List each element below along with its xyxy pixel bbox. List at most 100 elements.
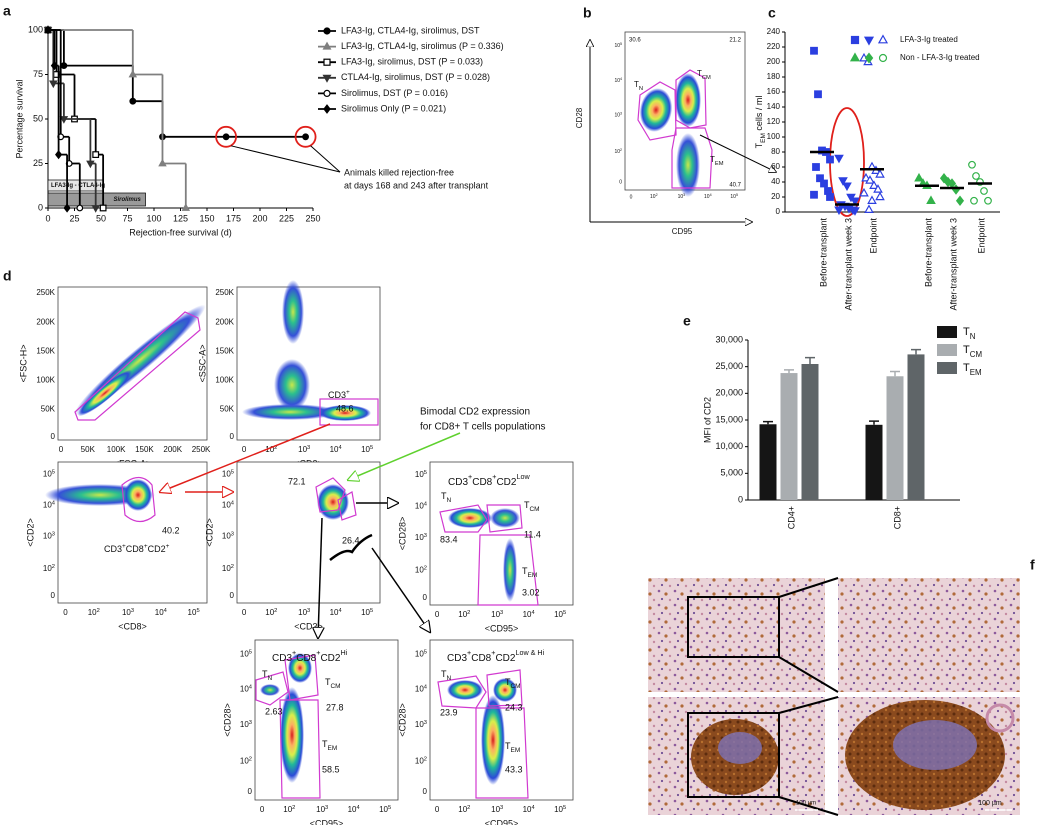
y-tick-label: 25,000 [715,361,743,371]
category-label: Before-transplant [818,218,828,288]
text-part: Low & Hi [515,648,544,657]
density-cloud [319,405,371,421]
y-tick-label: 0 [738,494,743,504]
text-part: 5 [231,469,234,475]
text-part: 10 [704,194,710,200]
error-bar [805,356,815,364]
marker [816,174,824,183]
density-cloud [124,479,152,511]
y-tick-label: 120 [767,117,781,126]
annotation: for CD8+ T cells populations [420,422,546,433]
stained-region [893,720,977,770]
gate [121,476,156,523]
category-label: Endpoint [976,218,986,254]
legend-marker [323,89,331,98]
y-tick-label: 10,000 [715,441,743,451]
text-part: 4 [231,500,235,506]
marker [302,133,309,141]
density-cloud [447,680,483,700]
y-axis-label: TEM cells / ml [754,96,767,149]
text-part: 10 [43,501,52,510]
gate-label: TN [441,491,452,504]
text-part: 10 [730,194,736,200]
text-part: 10 [554,610,563,619]
x-tick-label: 105 [554,805,566,815]
y-tick-label: 160 [767,87,781,96]
y-tick-label: 25 [33,158,43,168]
gate [477,534,539,606]
marker [50,60,58,71]
marker [875,191,885,201]
text-part: 4 [424,684,428,690]
y-tick-label: 0 [230,432,235,441]
text-part: 2 [52,564,55,570]
text-part: 10 [240,757,249,766]
x-tick-label: 75 [122,213,132,223]
text-part: 2 [292,805,295,811]
text-part: 10 [240,720,249,729]
legend-marker [322,41,332,50]
text-part: CM [511,683,521,690]
y-axis-label: Percentage survival [14,79,24,158]
marker [873,184,883,193]
y-tick-label: 0 [619,179,622,185]
marker [44,25,52,35]
x-tick-label: 103 [122,608,134,618]
text-part: 5 [370,608,373,614]
text-part: + [491,648,495,657]
text-part: 2 [274,445,277,451]
text-part: 10 [361,445,370,454]
y-tick-label: 150K [215,346,234,355]
text-part: 4 [249,684,253,690]
panel-label: d [3,268,12,284]
marker [59,116,69,124]
text-part: 10 [222,564,231,573]
text-part: 10 [43,532,52,541]
gate-label: 83.4 [440,534,458,544]
x-tick-label: 103 [491,805,503,815]
text-part: CD8 [472,477,492,488]
y-tick-label: 150K [36,346,55,355]
x-tick-label: 103 [298,608,310,618]
text-part: CM [331,683,341,690]
annotation-line [230,145,341,173]
text-part: + [467,648,471,657]
x-tick-label: 102 [458,805,470,815]
text-part: 10 [298,608,307,617]
text-part: 10 [330,608,339,617]
legend-marker [323,27,331,35]
marker [60,62,68,69]
text-part: 10 [415,533,424,542]
gate [74,311,201,421]
marker [955,195,965,207]
x-tick-label: 104 [330,608,343,618]
marker [968,160,976,169]
y-tick-label: 250K [215,288,234,297]
text-part: 3 [52,531,55,537]
text-part: 10 [415,501,424,510]
text-part: 10 [316,805,325,814]
text-part: 5 [424,649,427,655]
text-part: 2 [249,756,252,762]
legend-swatch [937,344,957,356]
text-part: 10 [554,805,563,814]
text-part: Hi [340,648,347,657]
text-part: 10 [188,608,197,617]
marker [86,160,95,169]
text-part: T [522,566,528,576]
marker [834,154,844,164]
y-tick-label: 104 [415,684,428,694]
text-part: 10 [330,445,339,454]
text-part: 10 [678,194,684,200]
text-part: 2 [467,610,470,616]
y-tick-label: 104 [415,501,428,511]
y-tick-label: 200K [36,317,55,326]
population-label: TN [634,80,643,91]
text-part: 2 [274,608,277,614]
scale-bar-label: 100 µm [796,801,816,807]
gate-label: TN [441,669,452,682]
text-part: T [634,80,639,89]
bar [886,376,904,500]
x-axis-label: CD95 [672,227,693,236]
gate-label: 2.63 [265,706,283,716]
